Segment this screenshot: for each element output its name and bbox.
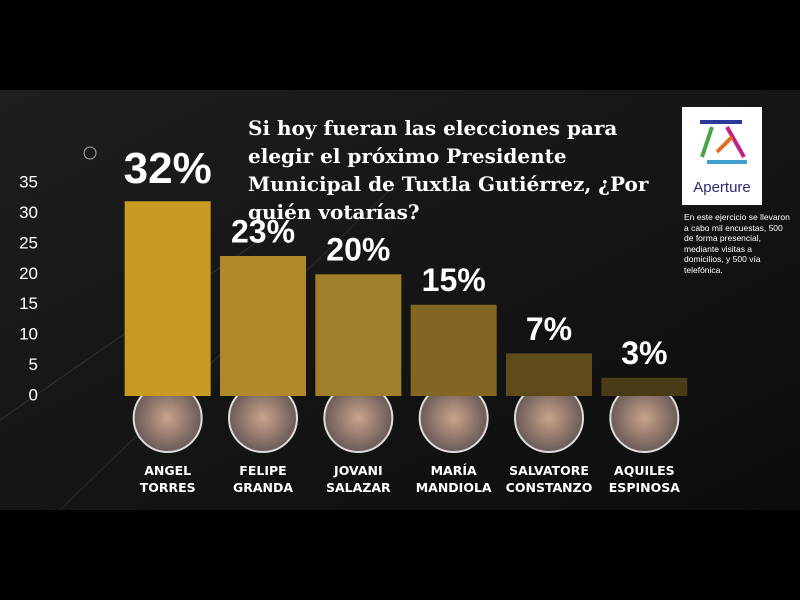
bar	[601, 377, 688, 396]
logo-text: Aperture	[693, 179, 751, 196]
value-label: 7%	[526, 311, 572, 347]
value-label: 23%	[231, 213, 295, 249]
x-tick-label: AQUILES ESPINOSA	[608, 463, 680, 495]
x-tick-label: SALVATORE CONSTANZO	[505, 463, 593, 495]
y-tick-label: 20	[19, 264, 38, 283]
logo-mark	[700, 120, 747, 164]
x-tick-label: ANGEL TORRES	[139, 463, 196, 495]
value-label: 15%	[422, 262, 486, 298]
y-tick-label: 25	[19, 233, 38, 252]
x-tick-label: JOVANI SALAZAR	[325, 463, 391, 495]
x-tick-label: FELIPE GRANDA	[232, 463, 294, 495]
y-tick-label: 15	[19, 294, 38, 313]
value-label: 32%	[124, 144, 212, 193]
bar	[315, 274, 402, 396]
y-tick-label: 30	[19, 203, 38, 222]
bar	[220, 256, 306, 396]
chart-title: Si hoy fueran las elecciones para elegir…	[248, 116, 649, 224]
y-tick-label: 35	[19, 172, 38, 191]
decor-circle	[83, 146, 97, 160]
x-tick-label: MARÍA MANDIOLA	[415, 463, 492, 495]
bar	[124, 201, 211, 396]
value-label: 3%	[621, 335, 667, 371]
logo: Aperture	[682, 107, 762, 205]
value-label: 20%	[326, 232, 390, 268]
bar	[506, 353, 592, 396]
y-tick-label: 10	[19, 325, 38, 344]
y-tick-label: 0	[29, 385, 38, 404]
bar	[410, 304, 497, 396]
y-tick-label: 5	[29, 355, 38, 374]
note: En este ejercicio se llevaron a cabo mil…	[684, 212, 790, 275]
